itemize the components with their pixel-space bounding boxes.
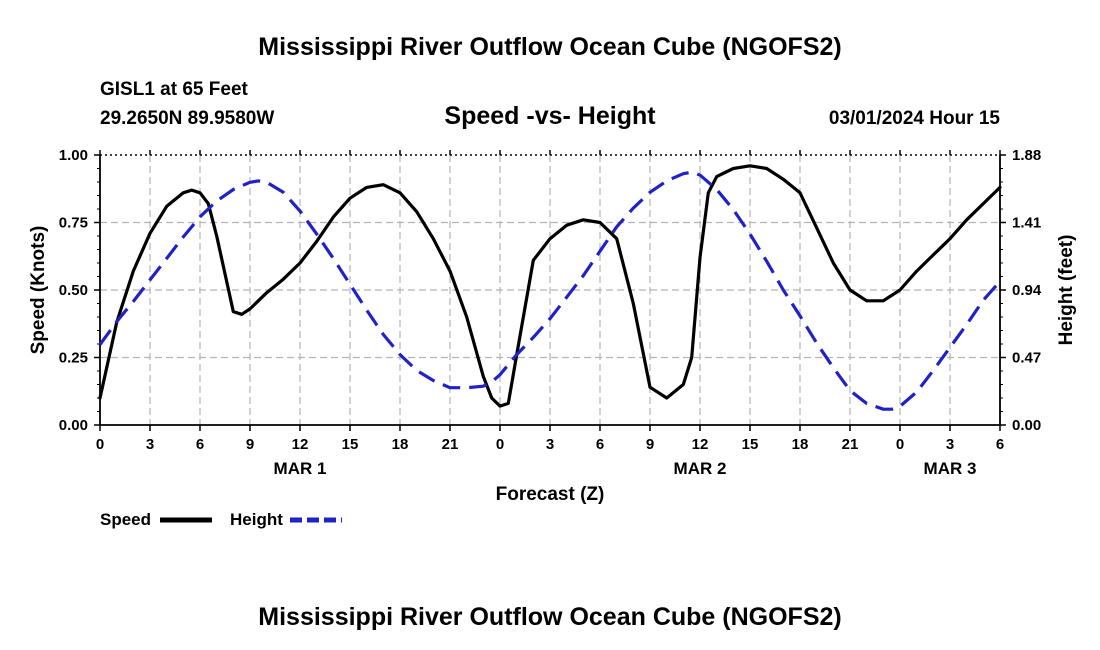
date-label: MAR 2 [674, 459, 727, 478]
axes: 0 3 6 9 12 15 18 21 0 3 6 9 12 15 18 21 0 3 6 0.00 0.25 0.50 0… [59, 147, 1042, 478]
station-label: GISL1 at 65 Feet [100, 79, 249, 100]
date-label: MAR 3 [924, 459, 977, 478]
series-line-speed [98, 164, 1002, 408]
x-tick-label: 15 [342, 436, 359, 453]
x-tick-label: 21 [842, 436, 859, 453]
y-tick-label: 0.25 [59, 350, 88, 367]
x-tick-label: 3 [146, 436, 154, 453]
x-tick-label: 0 [496, 436, 504, 453]
y-tick-label: 0.50 [59, 282, 88, 299]
x-tick-label: 6 [596, 436, 604, 453]
x-tick-label: 12 [692, 436, 709, 453]
y-tick-label: 0.75 [59, 215, 88, 232]
date-label: MAR 1 [274, 459, 327, 478]
x-tick-label: 9 [246, 436, 254, 453]
y2-axis-label: Height (feet) [1056, 235, 1077, 346]
y2-tick-label: 0.94 [1012, 282, 1042, 299]
chart-subtitle: Speed -vs- Height [444, 102, 656, 130]
x-tick-label: 6 [996, 436, 1004, 453]
x-tick-label: 21 [442, 436, 459, 453]
legend: Speed Height [100, 510, 342, 529]
x-tick-label: 0 [96, 436, 104, 453]
series-line-height [98, 170, 1002, 411]
x-tick-label: 3 [546, 436, 554, 453]
datetime-label: 03/01/2024 Hour 15 [829, 108, 1001, 129]
x-tick-label: 15 [742, 436, 759, 453]
footer-title: Mississippi River Outflow Ocean Cube (NG… [258, 603, 841, 631]
y-axis-label: Speed (Knots) [28, 226, 49, 355]
chart-title: Mississippi River Outflow Ocean Cube (NG… [258, 33, 841, 61]
series-layer [98, 164, 1002, 411]
y2-tick-label: 0.00 [1012, 417, 1041, 434]
x-tick-label: 6 [196, 436, 204, 453]
y2-tick-label: 1.41 [1012, 215, 1041, 232]
x-tick-label: 9 [646, 436, 654, 453]
y-tick-label: 0.00 [59, 417, 88, 434]
x-tick-label: 18 [392, 436, 409, 453]
grid [100, 155, 1000, 425]
legend-height-label: Height [230, 510, 283, 529]
x-tick-label: 12 [292, 436, 309, 453]
x-tick-label: 3 [946, 436, 954, 453]
legend-speed-label: Speed [100, 510, 151, 529]
x-tick-label: 18 [792, 436, 809, 453]
x-tick-label: 0 [896, 436, 904, 453]
y-tick-label: 1.00 [59, 147, 88, 164]
x-axis-label: Forecast (Z) [496, 484, 605, 505]
y2-tick-label: 0.47 [1012, 350, 1041, 367]
y2-tick-label: 1.88 [1012, 147, 1041, 164]
coordinates-label: 29.2650N 89.9580W [100, 108, 274, 129]
